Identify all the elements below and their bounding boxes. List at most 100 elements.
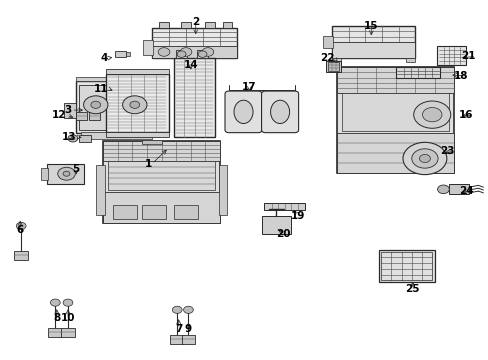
- Circle shape: [130, 101, 140, 108]
- Bar: [173, 204, 198, 219]
- Bar: [41, 168, 48, 180]
- Bar: [336, 132, 453, 173]
- Bar: [113, 204, 137, 219]
- Circle shape: [172, 306, 182, 314]
- FancyBboxPatch shape: [224, 91, 262, 133]
- Bar: [205, 22, 215, 28]
- Bar: [103, 140, 220, 223]
- Circle shape: [83, 96, 108, 114]
- Bar: [380, 252, 431, 280]
- Bar: [47, 164, 83, 184]
- Text: 1: 1: [144, 159, 152, 169]
- Text: 21: 21: [461, 51, 475, 61]
- Text: 5: 5: [73, 164, 80, 174]
- Circle shape: [419, 154, 429, 162]
- Bar: [96, 165, 104, 215]
- Bar: [143, 40, 153, 55]
- Circle shape: [402, 142, 446, 175]
- Circle shape: [58, 167, 75, 180]
- Text: 15: 15: [363, 21, 378, 31]
- Bar: [48, 328, 62, 337]
- Bar: [64, 103, 76, 118]
- Text: 6: 6: [17, 225, 24, 235]
- Circle shape: [180, 48, 191, 56]
- Bar: [176, 50, 186, 58]
- Bar: [336, 67, 453, 173]
- Bar: [395, 67, 439, 78]
- Bar: [115, 50, 126, 57]
- Bar: [322, 36, 332, 48]
- Ellipse shape: [234, 100, 252, 123]
- Bar: [103, 140, 220, 161]
- Bar: [61, 328, 75, 337]
- Bar: [197, 50, 207, 58]
- Bar: [142, 140, 161, 144]
- Bar: [341, 94, 448, 131]
- Bar: [108, 161, 215, 190]
- Bar: [142, 204, 166, 219]
- Bar: [328, 62, 338, 71]
- Circle shape: [202, 48, 213, 56]
- Text: 8: 8: [53, 313, 61, 323]
- Text: 14: 14: [183, 60, 198, 70]
- Circle shape: [183, 306, 193, 314]
- Bar: [406, 58, 414, 62]
- Bar: [105, 74, 168, 132]
- Text: 10: 10: [61, 313, 75, 323]
- Circle shape: [71, 137, 75, 140]
- Text: 13: 13: [61, 132, 76, 142]
- Circle shape: [411, 149, 437, 168]
- Circle shape: [50, 299, 60, 306]
- Text: 20: 20: [276, 229, 290, 239]
- Bar: [448, 184, 468, 194]
- Bar: [126, 52, 130, 55]
- Text: 23: 23: [439, 146, 453, 156]
- Text: 11: 11: [93, 84, 108, 94]
- Bar: [152, 28, 237, 58]
- Bar: [170, 335, 183, 344]
- Text: 22: 22: [320, 53, 334, 63]
- Text: 12: 12: [52, 111, 66, 121]
- Bar: [378, 250, 434, 282]
- Bar: [336, 67, 453, 94]
- Text: 19: 19: [290, 211, 305, 221]
- Text: 2: 2: [192, 17, 199, 27]
- Circle shape: [158, 48, 169, 56]
- Circle shape: [63, 299, 73, 306]
- Text: 17: 17: [242, 82, 256, 92]
- Bar: [89, 112, 100, 120]
- Bar: [14, 251, 28, 260]
- Bar: [105, 69, 168, 74]
- Text: 9: 9: [184, 324, 192, 334]
- Text: 24: 24: [458, 186, 473, 196]
- Text: 4: 4: [101, 53, 108, 63]
- Text: 16: 16: [458, 111, 473, 121]
- Bar: [159, 22, 168, 28]
- Bar: [218, 165, 227, 215]
- Bar: [76, 77, 157, 81]
- Circle shape: [16, 222, 26, 229]
- Bar: [331, 26, 414, 58]
- Bar: [152, 46, 237, 58]
- Bar: [76, 112, 87, 120]
- Bar: [436, 45, 466, 65]
- Bar: [222, 22, 232, 28]
- Circle shape: [413, 101, 450, 128]
- Ellipse shape: [270, 100, 289, 123]
- Circle shape: [437, 185, 448, 194]
- Bar: [264, 203, 305, 211]
- Circle shape: [122, 96, 147, 114]
- Circle shape: [198, 51, 206, 57]
- Text: 7: 7: [175, 324, 182, 334]
- Bar: [326, 61, 340, 72]
- Bar: [173, 58, 215, 137]
- Circle shape: [422, 108, 441, 122]
- FancyBboxPatch shape: [261, 91, 298, 133]
- Bar: [331, 58, 340, 62]
- Bar: [79, 85, 113, 130]
- Text: 3: 3: [64, 105, 71, 115]
- Bar: [118, 85, 152, 130]
- Bar: [76, 81, 157, 134]
- Text: 25: 25: [405, 284, 419, 294]
- Bar: [81, 132, 152, 139]
